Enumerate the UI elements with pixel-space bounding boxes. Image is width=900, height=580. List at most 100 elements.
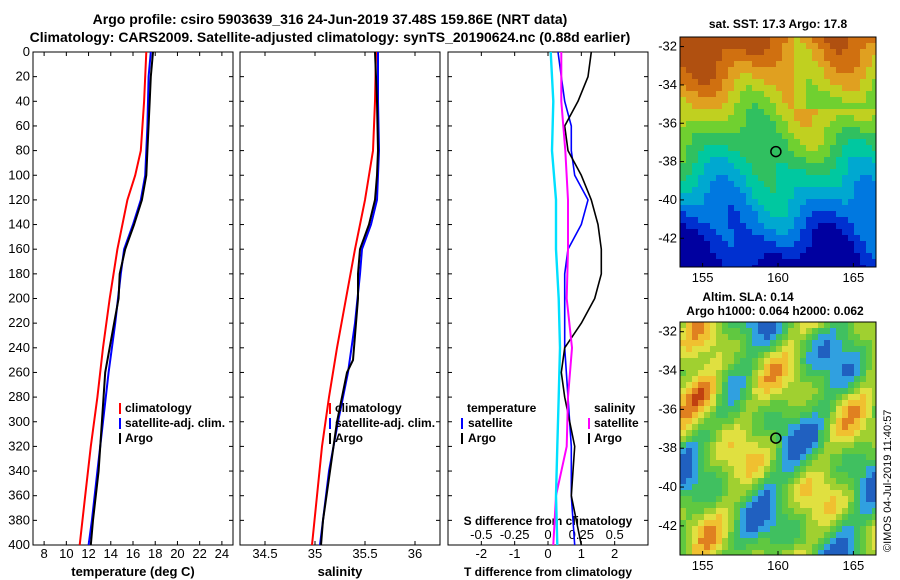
map-cell xyxy=(722,91,728,97)
map-cell xyxy=(782,484,788,490)
map-cell xyxy=(740,163,746,169)
map-cell xyxy=(854,121,860,127)
map-cell xyxy=(872,508,876,514)
map-cell xyxy=(680,247,686,253)
map-cell xyxy=(722,193,728,199)
map-cell xyxy=(842,460,848,466)
map-cell xyxy=(728,352,734,358)
map-cell xyxy=(722,265,728,267)
map-cell xyxy=(782,37,788,43)
map-cell xyxy=(854,370,860,376)
map-cell xyxy=(698,346,704,352)
map-cell xyxy=(806,37,812,43)
map-cell xyxy=(800,418,806,424)
map-cell xyxy=(812,508,818,514)
map-cell xyxy=(824,79,830,85)
map-cell xyxy=(872,67,876,73)
map-cell xyxy=(836,406,842,412)
map-cell xyxy=(770,43,776,49)
map-cell xyxy=(866,121,872,127)
map-cell xyxy=(842,508,848,514)
map-cell xyxy=(806,382,812,388)
map-cell xyxy=(812,259,818,265)
map-cell xyxy=(686,532,692,538)
map-cell xyxy=(872,247,876,253)
map-cell xyxy=(758,430,764,436)
sdiff-x-tick-label: 0.25 xyxy=(569,527,594,542)
map-cell xyxy=(692,235,698,241)
map-cell xyxy=(830,400,836,406)
map-cell xyxy=(842,217,848,223)
map-cell xyxy=(824,265,830,267)
map-cell xyxy=(872,241,876,247)
map-cell xyxy=(752,169,758,175)
map-cell xyxy=(830,265,836,267)
map-cell xyxy=(776,157,782,163)
map-cell xyxy=(716,412,722,418)
map-cell xyxy=(722,448,728,454)
map-cell xyxy=(794,514,800,520)
map-cell xyxy=(830,175,836,181)
map-cell xyxy=(842,364,848,370)
map-cell xyxy=(692,151,698,157)
map-cell xyxy=(782,322,788,328)
depth-tick-label: 380 xyxy=(8,512,30,527)
map-cell xyxy=(758,205,764,211)
map-cell xyxy=(710,370,716,376)
map-cell xyxy=(848,241,854,247)
sla-map-argo-marker xyxy=(770,432,782,444)
map-cell xyxy=(752,478,758,484)
map-cell xyxy=(740,73,746,79)
map-cell xyxy=(680,133,686,139)
map-cell xyxy=(704,466,710,472)
map-cell xyxy=(842,544,848,550)
map-cell xyxy=(764,526,770,532)
map-cell xyxy=(800,544,806,550)
map-cell xyxy=(794,424,800,430)
map-cell xyxy=(680,37,686,43)
temperature-x-tick-label: 14 xyxy=(104,546,118,561)
map-cell xyxy=(854,388,860,394)
map-cell xyxy=(806,133,812,139)
map-cell xyxy=(740,121,746,127)
map-cell xyxy=(746,454,752,460)
map-cell xyxy=(758,394,764,400)
map-cell xyxy=(704,169,710,175)
map-cell xyxy=(830,235,836,241)
depth-tick-label: 0 xyxy=(23,44,30,59)
map-cell xyxy=(842,430,848,436)
map-cell xyxy=(764,424,770,430)
map-cell xyxy=(692,370,698,376)
map-cell xyxy=(746,484,752,490)
map-cell xyxy=(860,334,866,340)
map-cell xyxy=(692,115,698,121)
map-cell xyxy=(854,73,860,79)
map-cell xyxy=(710,496,716,502)
map-cell xyxy=(782,532,788,538)
map-cell xyxy=(716,211,722,217)
map-cell xyxy=(710,394,716,400)
map-cell xyxy=(698,181,704,187)
map-cell xyxy=(782,175,788,181)
map-cell xyxy=(758,217,764,223)
map-cell xyxy=(836,49,842,55)
map-cell xyxy=(866,67,872,73)
map-cell xyxy=(830,145,836,151)
map-cell xyxy=(770,247,776,253)
map-cell xyxy=(716,37,722,43)
map-cell xyxy=(848,358,854,364)
map-cell xyxy=(728,127,734,133)
map-cell xyxy=(848,400,854,406)
map-cell xyxy=(740,145,746,151)
map-cell xyxy=(854,544,860,550)
map-cell xyxy=(818,520,824,526)
map-cell xyxy=(698,211,704,217)
map-cell xyxy=(704,340,710,346)
map-cell xyxy=(818,454,824,460)
map-cell xyxy=(734,55,740,61)
map-cell xyxy=(788,223,794,229)
map-cell xyxy=(842,454,848,460)
map-cell xyxy=(782,67,788,73)
map-cell xyxy=(842,109,848,115)
map-cell xyxy=(842,163,848,169)
